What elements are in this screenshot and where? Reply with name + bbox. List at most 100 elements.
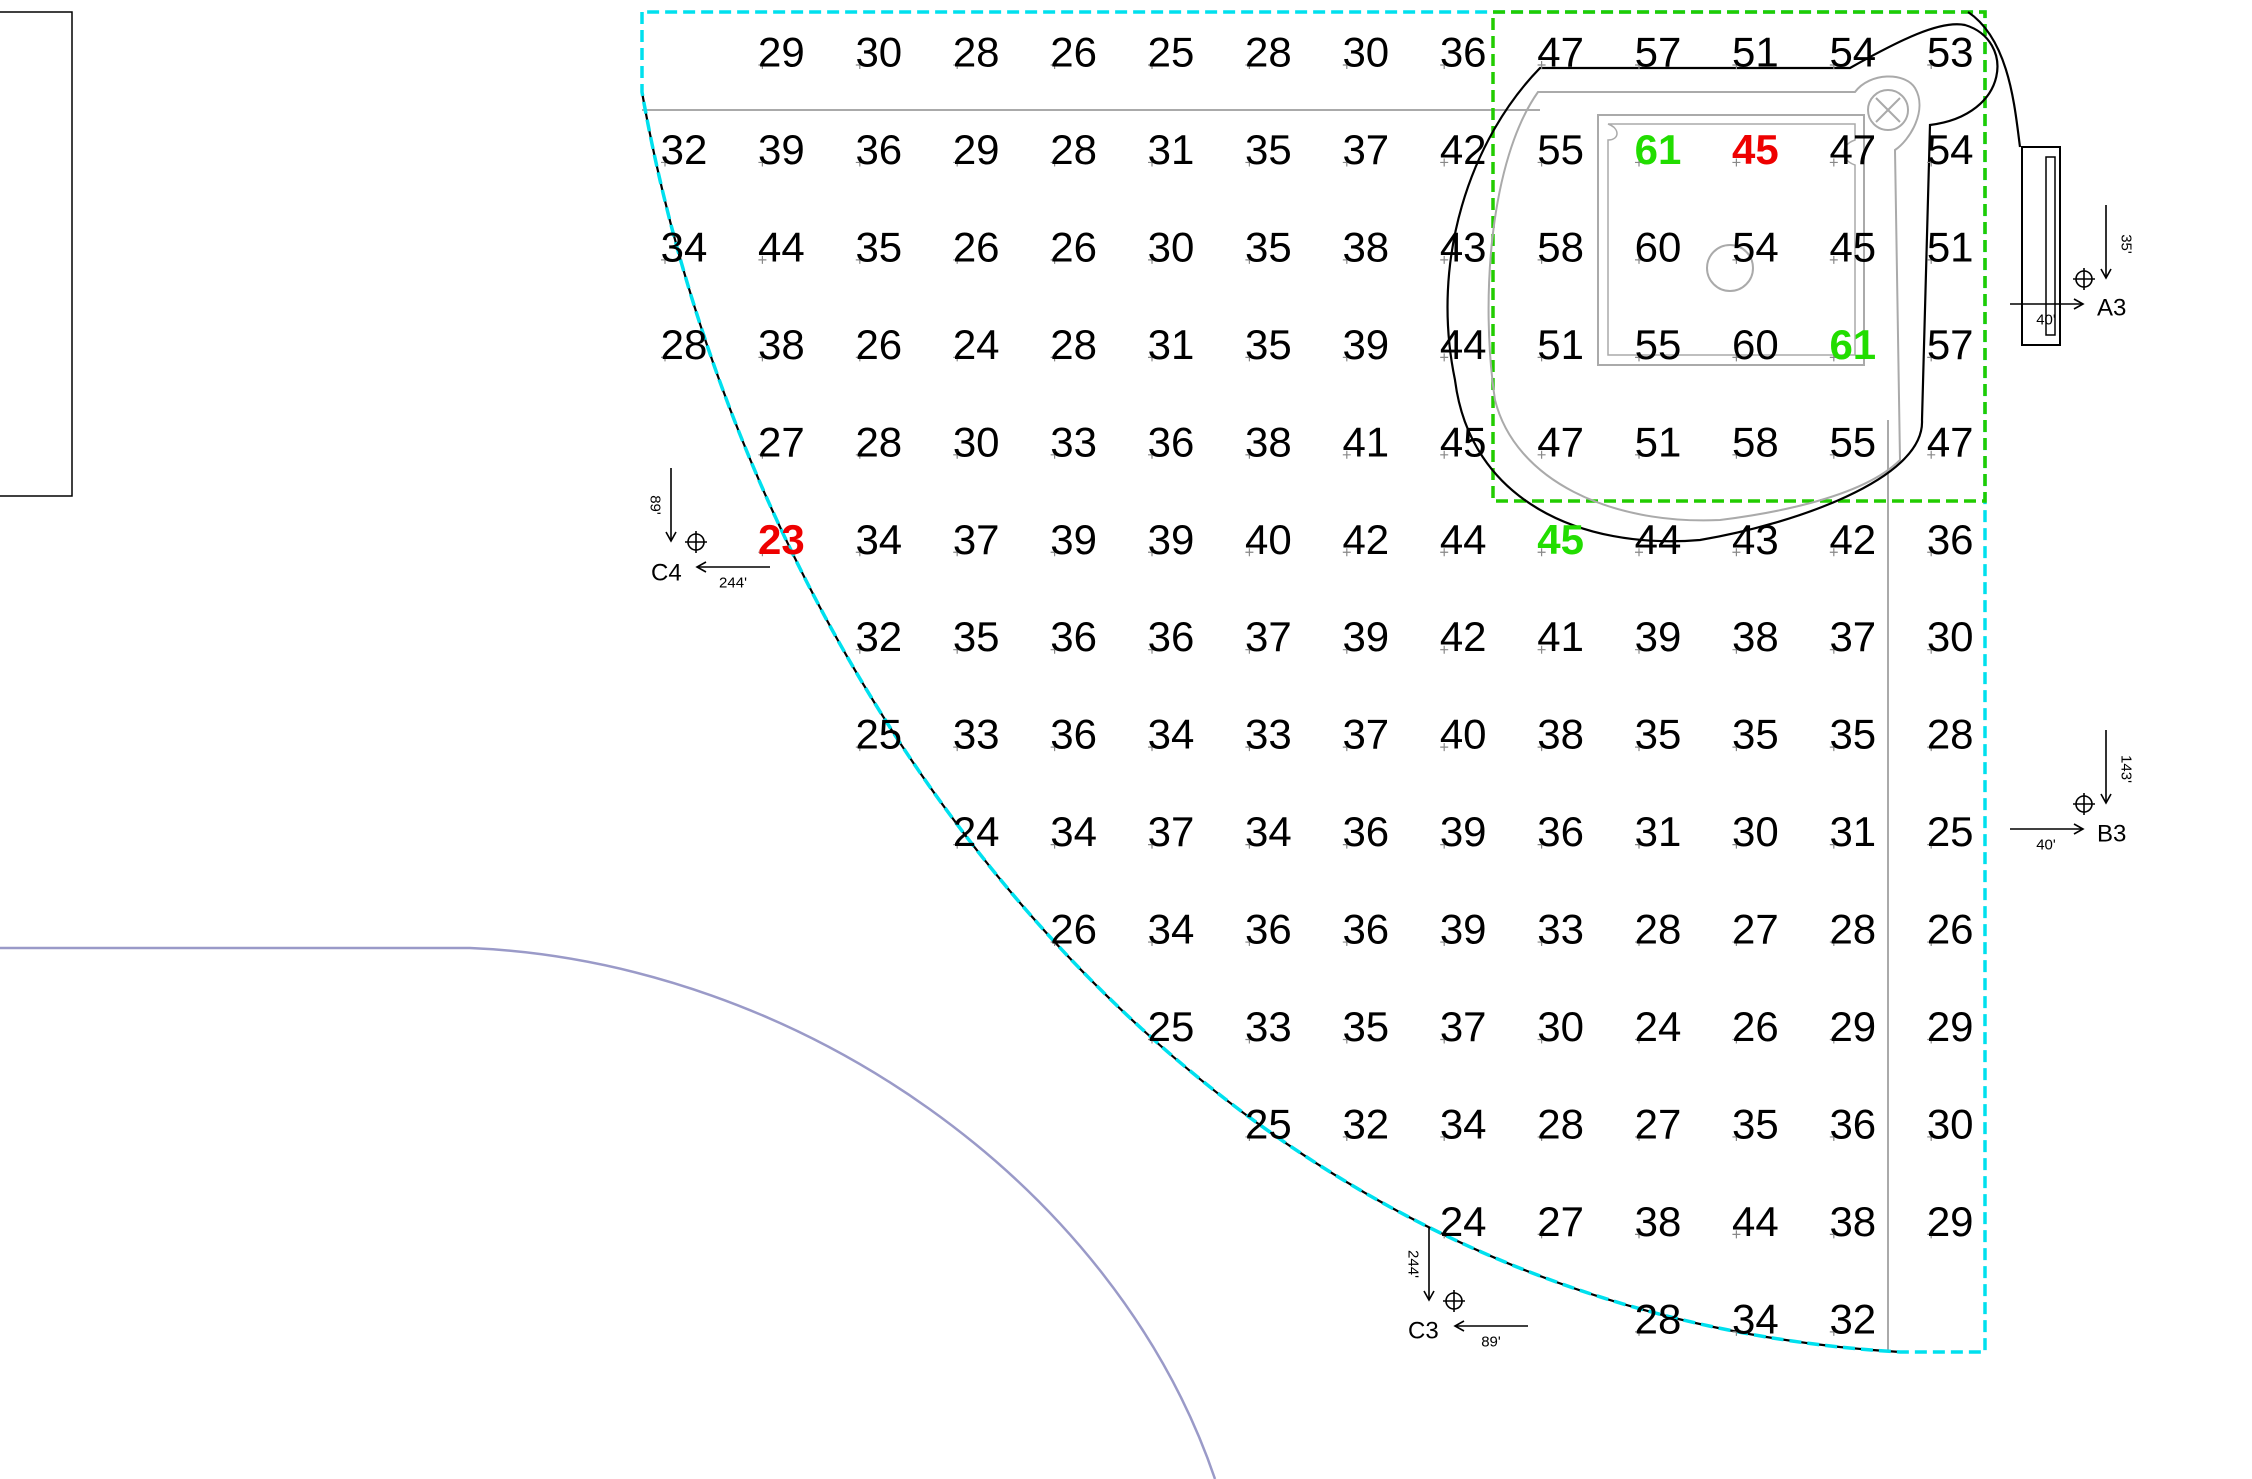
grid-value: 35 — [1342, 1003, 1389, 1050]
grid-value: 34 — [1732, 1295, 1779, 1342]
grid-point-mark — [758, 450, 767, 459]
grid-point-mark — [758, 353, 767, 362]
grid-value: 38 — [758, 321, 805, 368]
arrow-head — [1453, 1320, 1465, 1332]
grid-point-mark — [855, 548, 864, 557]
grid-value: 30 — [1732, 808, 1779, 855]
grid-value: 25 — [1148, 29, 1195, 76]
grid-value: 47 — [1537, 29, 1584, 76]
grid-value: 54 — [1829, 29, 1876, 76]
grid-value: 47 — [1537, 418, 1584, 465]
grid-value: 36 — [1050, 711, 1097, 758]
grid-point-mark — [1537, 61, 1546, 69]
grid-point-mark — [758, 61, 767, 69]
arrow-head — [2100, 268, 2112, 280]
grid-value: 54 — [1927, 126, 1974, 173]
grid-point-mark — [1050, 61, 1059, 69]
grid-value: 28 — [1829, 906, 1876, 953]
grid-value: 36 — [1440, 29, 1487, 76]
grid-point-mark — [1342, 61, 1351, 69]
grid-value: 32 — [1829, 1295, 1876, 1342]
grid-point-mark — [1537, 548, 1546, 557]
grid-value: 57 — [1927, 321, 1974, 368]
grid-point-mark — [1537, 353, 1546, 362]
grid-value: 42 — [1440, 126, 1487, 173]
grid-point-mark — [1829, 743, 1838, 752]
grid-value: 27 — [1537, 1198, 1584, 1245]
grid-point-mark — [1440, 840, 1449, 849]
grid-value: 37 — [1148, 808, 1195, 855]
grid-value: 28 — [661, 321, 708, 368]
grid-value: 47 — [1829, 126, 1876, 173]
grid-value: 55 — [1829, 418, 1876, 465]
grid-point-mark — [855, 645, 864, 654]
grid-value: 29 — [953, 126, 1000, 173]
grid-point-mark — [1050, 743, 1059, 752]
grid-value: 44 — [758, 223, 805, 270]
grid-value: 51 — [1927, 223, 1974, 270]
grid-value: 35 — [855, 223, 902, 270]
grid-point-mark — [1342, 1132, 1351, 1141]
grid-point-mark — [1148, 450, 1156, 459]
grid-point-mark — [1440, 61, 1449, 69]
marker-label: C3 — [1408, 1318, 1439, 1345]
grid-point-mark — [1050, 938, 1059, 947]
grid-value: 57 — [1635, 29, 1682, 76]
measurement-marks-layer — [661, 61, 1936, 1336]
grid-point-mark — [1829, 1132, 1838, 1141]
grid-value: 37 — [1342, 126, 1389, 173]
grid-point-mark — [1342, 840, 1351, 849]
grid-value: 26 — [1050, 223, 1097, 270]
grid-point-mark — [1440, 743, 1449, 752]
grid-value: 26 — [1050, 906, 1097, 953]
grid-value: 24 — [1440, 1198, 1487, 1245]
grid-value: 34 — [855, 516, 902, 563]
foul-curve-line — [1967, 11, 2022, 148]
grid-value: 29 — [758, 29, 805, 76]
grid-point-mark — [1927, 645, 1936, 654]
grid-value: 60 — [1635, 223, 1682, 270]
grid-value: 23 — [758, 516, 805, 563]
grid-point-mark — [1440, 645, 1449, 654]
grid-point-mark — [1927, 61, 1936, 69]
grid-point-mark — [1829, 158, 1838, 167]
grid-point-mark — [1440, 1230, 1449, 1239]
grid-point-mark — [1245, 450, 1254, 459]
grid-value: 30 — [953, 418, 1000, 465]
grid-value: 27 — [1732, 906, 1779, 953]
grid-point-mark — [1732, 158, 1741, 167]
grid-point-mark — [1829, 353, 1838, 362]
grid-point-mark — [855, 255, 864, 264]
grid-point-mark — [1050, 158, 1059, 167]
grid-point-mark — [1829, 645, 1838, 654]
grid-value: 39 — [1342, 613, 1389, 660]
grid-point-mark — [1440, 158, 1449, 167]
grid-point-mark — [1635, 1230, 1643, 1239]
dimension-text: 89' — [1481, 1334, 1501, 1351]
diamond-outline — [1597, 114, 1865, 366]
grid-value: 58 — [1537, 223, 1584, 270]
grid-value: 42 — [1829, 516, 1876, 563]
grid-value: 24 — [953, 321, 1000, 368]
dimension-text: 244' — [1405, 1250, 1422, 1278]
grid-value: 29 — [1927, 1198, 1974, 1245]
grid-point-mark — [1537, 743, 1546, 752]
grid-value: 39 — [1342, 321, 1389, 368]
grid-value: 31 — [1635, 808, 1682, 855]
grid-point-mark — [1829, 548, 1838, 557]
grid-point-mark — [758, 255, 767, 264]
grid-point-mark — [855, 450, 864, 459]
arrow-head — [2073, 823, 2085, 835]
pole-markers-layer: 35' 40' A3 143' 40' B3 89' 244' C4 244' 89' C3 — [647, 205, 2135, 1351]
grid-value: 38 — [1245, 418, 1292, 465]
grid-point-mark — [855, 743, 864, 752]
grid-point-mark — [1829, 255, 1838, 264]
grid-point-mark — [1927, 353, 1936, 362]
grid-value: 27 — [758, 418, 805, 465]
grid-value: 35 — [1732, 711, 1779, 758]
grid-point-mark — [1927, 938, 1936, 947]
grid-point-mark — [1245, 61, 1254, 69]
grid-point-mark — [1050, 840, 1059, 849]
grid-value: 28 — [1927, 711, 1974, 758]
grid-point-mark — [1537, 255, 1546, 264]
